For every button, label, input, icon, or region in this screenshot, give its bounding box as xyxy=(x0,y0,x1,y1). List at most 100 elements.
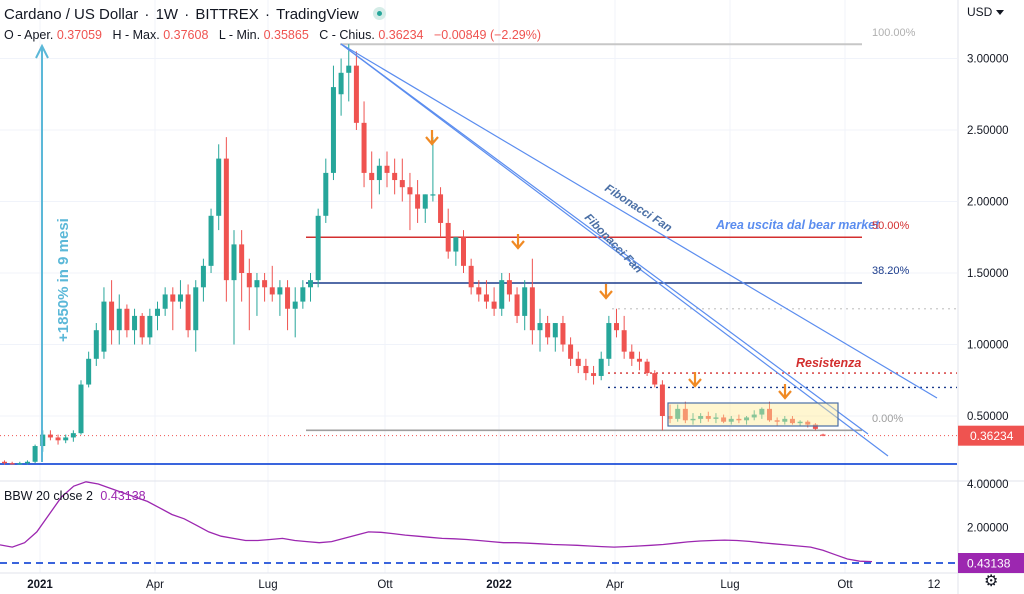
candle-body xyxy=(231,244,237,281)
fib-label-100: 100.00% xyxy=(872,27,916,39)
candle-body xyxy=(239,244,245,273)
candle-body xyxy=(399,180,405,188)
candle-body xyxy=(667,416,673,419)
time-tick: Ott xyxy=(377,579,393,591)
gear-icon[interactable]: ⚙ xyxy=(984,573,999,590)
fib-label-38: 38.20% xyxy=(872,265,910,277)
candle-body xyxy=(529,287,535,331)
candle-body xyxy=(744,417,750,421)
candle-body xyxy=(422,194,428,209)
indicator-tick: 2.00000 xyxy=(967,523,1009,535)
candle-body xyxy=(820,434,826,436)
candle-body xyxy=(300,287,306,302)
candle-body xyxy=(208,215,214,266)
candle-body xyxy=(162,294,168,309)
price-axis: 3.00000 2.50000 2.00000 1.50000 1.00000 0.500… xyxy=(958,54,1024,573)
candle-body xyxy=(721,417,727,422)
candle-body xyxy=(438,194,444,223)
candle-body xyxy=(9,463,15,465)
candle-body xyxy=(139,315,145,338)
fib-label-0: 0.00% xyxy=(872,413,903,425)
candle-body xyxy=(659,384,665,416)
candle-body xyxy=(774,420,780,422)
candle-body xyxy=(2,461,7,464)
arrow-head xyxy=(778,390,792,400)
candle-body xyxy=(415,194,421,209)
candle-body xyxy=(728,418,734,422)
candle-body xyxy=(468,265,474,288)
indicator-name: BBW 20 close 2 xyxy=(4,489,93,503)
candle-body xyxy=(262,280,268,288)
candle-body xyxy=(116,308,122,331)
open-label: O - Aper. xyxy=(4,28,54,42)
candle-body xyxy=(598,358,604,376)
candle-body xyxy=(285,287,291,309)
candle-body xyxy=(552,323,558,338)
candle-body xyxy=(292,301,298,309)
candle-body xyxy=(200,265,206,288)
symbol-name[interactable]: Cardano / US Dollar xyxy=(4,6,139,23)
price-tick: 1.50000 xyxy=(967,268,1009,280)
indicator-legend[interactable]: BBW 20 close 2 0.43138 xyxy=(4,489,146,503)
candle-body xyxy=(124,308,130,331)
fan-label-lower: Fibonacci Fan xyxy=(582,212,644,276)
candle-body xyxy=(70,433,76,438)
candle-body xyxy=(491,301,497,309)
horizontal-lines xyxy=(0,43,957,465)
candle-body xyxy=(644,361,650,374)
candle-body xyxy=(24,461,30,464)
currency-selector[interactable]: USD xyxy=(967,5,1004,19)
candle-body xyxy=(277,287,283,295)
time-tick: 2021 xyxy=(27,579,53,591)
price-tick: 3.00000 xyxy=(967,54,1009,66)
candle-body xyxy=(805,421,811,425)
candle-body xyxy=(614,323,619,331)
fan-line-upper xyxy=(340,43,938,399)
time-axis: 2021 Apr Lug Ott 2022 Apr Lug Ott 12 xyxy=(27,579,940,591)
arrow-head xyxy=(425,136,439,146)
high-value: 0.37608 xyxy=(163,28,209,42)
candle-body xyxy=(537,323,543,331)
candle-body xyxy=(407,187,413,195)
bbw-indicator xyxy=(0,481,957,564)
candle-body xyxy=(698,416,704,419)
time-tick: 2022 xyxy=(486,579,512,591)
candle-body xyxy=(346,65,352,73)
consolidation-rect xyxy=(667,402,839,427)
candle-body xyxy=(575,358,581,366)
candle-body xyxy=(629,351,635,359)
candle-body xyxy=(759,408,765,415)
candle-body xyxy=(315,215,321,281)
fan-label-upper: Fibonacci Fan xyxy=(602,182,673,234)
orange-arrows xyxy=(425,130,792,400)
candle-body xyxy=(751,414,757,418)
candle-body xyxy=(384,165,390,173)
candle-body xyxy=(476,287,482,295)
candle-body xyxy=(568,344,574,359)
interval-label[interactable]: 1W xyxy=(155,6,179,23)
exchange-label: BITTREX xyxy=(195,6,259,23)
candle-body xyxy=(445,222,451,252)
candle-body xyxy=(323,172,329,216)
bbw-value-tag xyxy=(958,553,1024,573)
candle-body xyxy=(246,273,252,288)
candle-body xyxy=(545,323,551,338)
candle-body xyxy=(652,373,658,385)
price-tick: 0.50000 xyxy=(967,411,1009,423)
candle-body xyxy=(812,424,818,429)
candle-body xyxy=(185,294,191,331)
candle-body xyxy=(514,294,520,316)
time-tick: Lug xyxy=(720,579,739,591)
candle-body xyxy=(17,463,23,465)
price-tick: 2.00000 xyxy=(967,197,1009,209)
candle-body xyxy=(254,280,260,288)
time-tick: Lug xyxy=(258,579,277,591)
low-label: L - Min. xyxy=(218,28,261,42)
candle-body xyxy=(63,437,69,441)
candle-body xyxy=(767,408,772,421)
candle-body xyxy=(47,434,53,438)
time-tick: 12 xyxy=(928,579,941,591)
candle-body xyxy=(376,165,382,181)
candle-body xyxy=(361,122,367,173)
